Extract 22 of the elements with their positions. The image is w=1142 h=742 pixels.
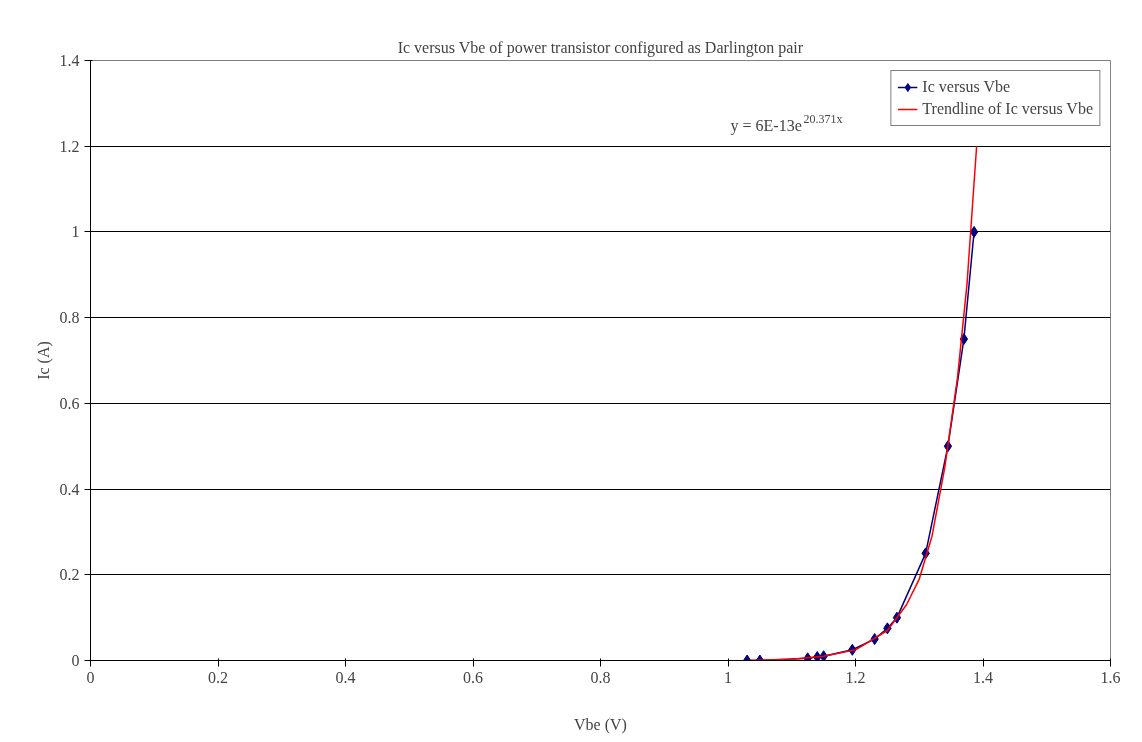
x-tick-label: 1.4	[973, 668, 993, 686]
y-tick-label: 0.8	[59, 309, 80, 327]
x-tick-label: 0	[86, 668, 95, 686]
chart-title: Ic versus Vbe of power transistor configured as Darlington pair	[397, 38, 804, 57]
x-tick-label: 0.4	[335, 668, 356, 686]
x-tick-label: 0.8	[590, 668, 611, 686]
y-tick-label: 1.2	[59, 137, 80, 155]
x-tick-label: 1.2	[845, 668, 866, 686]
x-tick-label: 1	[724, 668, 732, 686]
y-tick-label: 1.4	[59, 52, 80, 69]
x-tick-label: 1.6	[1100, 668, 1121, 686]
y-tick-label: 1	[71, 223, 80, 241]
x-tick-label: 0.2	[208, 668, 228, 686]
y-tick-label: 0.4	[59, 480, 80, 498]
x-tick-label: 0.6	[463, 668, 483, 686]
y-tick-label: 0.2	[59, 566, 80, 584]
legend-label: Trendline of Ic versus Vbe	[922, 100, 1093, 118]
x-axis-title: Vbe (V)	[574, 715, 627, 734]
legend-label: Ic versus Vbe	[922, 78, 1011, 96]
y-tick-label: 0.6	[59, 394, 80, 412]
y-axis-title: Ic (A)	[34, 341, 53, 380]
y-tick-label: 0	[71, 652, 80, 669]
